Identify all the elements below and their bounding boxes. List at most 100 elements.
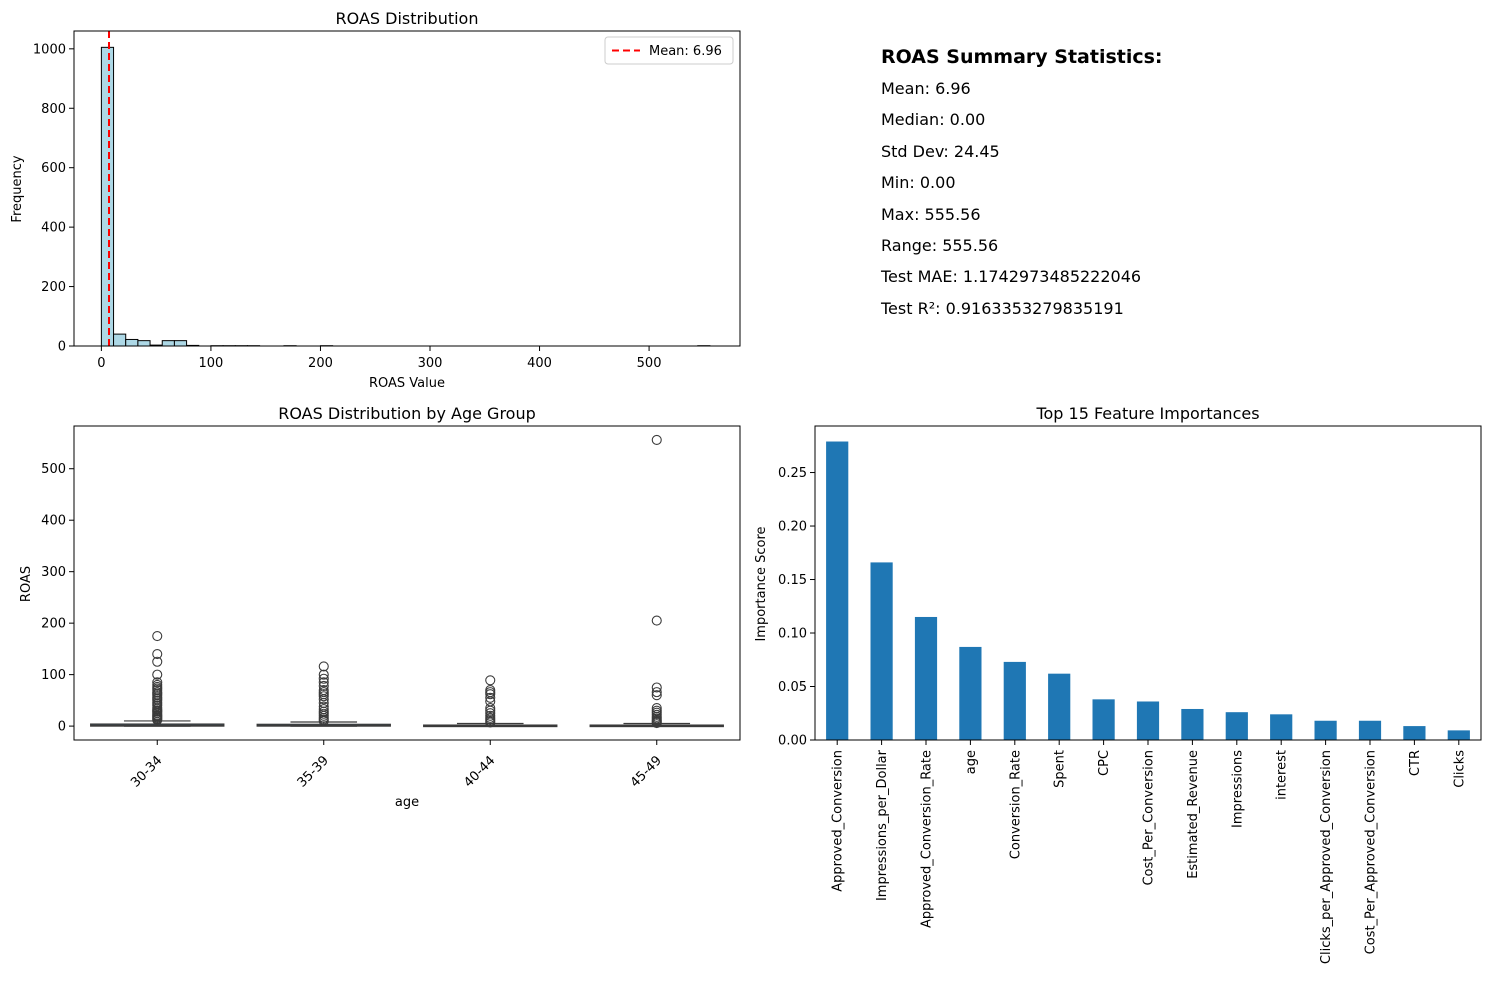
- x-tick-label: 300: [418, 356, 443, 371]
- y-tick-label: 0.00: [778, 734, 807, 749]
- y-tick-label: 200: [41, 617, 66, 632]
- y-tick-label: 500: [41, 462, 66, 477]
- outlier-point: [318, 669, 329, 680]
- boxplot-y-label: ROAS: [19, 566, 34, 602]
- outlier-point: [651, 687, 662, 698]
- summary-statistics: ROAS Summary Statistics: Mean: 6.96 Medi…: [881, 44, 1163, 326]
- importance-bar: [1003, 661, 1026, 740]
- summary-median: Median: 0.00: [881, 110, 986, 130]
- y-tick-label: 300: [41, 565, 66, 580]
- x-tick-label: 0: [97, 356, 105, 371]
- x-tick-label: 200: [308, 356, 333, 371]
- x-tick-label: Impressions_per_Dollar: [875, 749, 890, 901]
- x-tick-label: 400: [527, 356, 552, 371]
- histogram-legend: Mean: 6.96: [604, 36, 734, 65]
- summary-min: Min: 0.00: [881, 173, 956, 193]
- x-tick-label: age: [964, 750, 979, 774]
- importance-bar: [1092, 699, 1115, 740]
- boxplot-title: ROAS Distribution by Age Group: [278, 404, 536, 423]
- y-tick-label: 200: [41, 280, 66, 295]
- y-tick-label: 0.05: [778, 680, 807, 695]
- importance-panel: Top 15 Feature Importances Approved_Conv…: [754, 404, 1482, 964]
- legend-mean-label: Mean: 6.96: [649, 44, 722, 59]
- outlier-point: [651, 682, 662, 693]
- x-tick-label: Conversion_Rate: [1008, 750, 1023, 859]
- boxplot-axes-frame: [73, 425, 741, 741]
- outlier-point: [318, 685, 329, 696]
- summary-test-r2: Test R²: 0.9163353279835191: [881, 298, 1124, 318]
- histogram-bar: [125, 338, 139, 347]
- x-tick-label: Cost_Per_Approved_Conversion: [1364, 750, 1379, 954]
- outlier-point: [152, 679, 163, 690]
- importance-bar: [1270, 714, 1293, 740]
- outlier-point: [152, 656, 163, 667]
- x-tick-label: Impressions: [1230, 750, 1245, 828]
- outlier-point: [651, 434, 662, 445]
- x-tick-label: 500: [637, 356, 662, 371]
- x-tick-label: Clicks: [1452, 750, 1467, 788]
- summary-heading: ROAS Summary Statistics:: [881, 46, 1163, 68]
- outlier-point: [318, 680, 329, 692]
- y-tick-label: 400: [41, 221, 66, 236]
- outlier-point: [485, 687, 496, 698]
- importance-bar: [870, 562, 893, 740]
- outlier-point: [485, 703, 496, 714]
- importance-bar: [826, 441, 849, 740]
- histogram-panel: ROAS Distribution 0 100 200 300 400 500 0 200 4…: [10, 9, 741, 391]
- histogram-y-label: Frequency: [10, 155, 25, 222]
- x-tick-label: 30-34: [128, 753, 165, 790]
- boxplot-panel: ROAS Distribution by Age Group 30-34 35-3…: [19, 404, 741, 810]
- importance-bar: [1314, 720, 1337, 740]
- boxplot-y-ticks: 0 100 200 300 400 500: [41, 462, 74, 735]
- outlier-point: [152, 669, 163, 680]
- x-tick-label: Cost_Per_Conversion: [1142, 750, 1157, 886]
- outlier-point: [318, 701, 329, 712]
- importance-bar: [1048, 673, 1071, 740]
- outlier-point: [485, 708, 496, 719]
- boxplot-x-ticks: 30-34 35-39 40-44 45-49: [128, 740, 665, 791]
- x-tick-label: 40-44: [461, 753, 498, 790]
- outlier-point: [651, 703, 662, 714]
- x-tick-label: 45-49: [628, 753, 665, 790]
- outlier-point: [318, 661, 329, 672]
- y-tick-label: 0.15: [778, 573, 807, 588]
- outlier-point: [651, 615, 662, 626]
- y-tick-label: 0.25: [778, 466, 807, 481]
- histogram-bar: [161, 340, 175, 347]
- histogram-x-label: ROAS Value: [369, 376, 445, 391]
- outlier-point: [152, 677, 163, 688]
- importance-bar: [1136, 701, 1160, 740]
- histogram-title: ROAS Distribution: [336, 9, 479, 28]
- histogram-bar: [137, 340, 151, 347]
- outlier-point: [318, 704, 329, 715]
- importance-bar: [914, 616, 938, 740]
- histogram-bar: [113, 333, 127, 347]
- outlier-point: [485, 710, 496, 721]
- y-tick-label: 0: [58, 340, 66, 355]
- x-tick-label: CTR: [1408, 750, 1423, 776]
- summary-range: Range: 555.56: [881, 235, 999, 255]
- x-tick-label: interest: [1275, 750, 1290, 800]
- histogram-axes-frame: [73, 30, 741, 347]
- importance-bar: [1447, 730, 1470, 740]
- boxplot-x-label: age: [395, 795, 419, 810]
- x-tick-label: 100: [199, 356, 224, 371]
- y-tick-label: 0.10: [778, 627, 807, 642]
- x-tick-label: Estimated_Revenue: [1186, 750, 1201, 879]
- x-tick-label: 35-39: [295, 753, 332, 790]
- x-tick-label: Approved_Conversion: [831, 750, 846, 892]
- importance-bar: [1403, 726, 1426, 740]
- importance-title: Top 15 Feature Importances: [1035, 404, 1259, 423]
- outlier-point: [152, 630, 163, 642]
- outlier-point: [318, 677, 329, 688]
- outlier-point: [485, 692, 496, 703]
- y-tick-label: 0.20: [778, 520, 807, 535]
- y-tick-label: 1000: [33, 42, 66, 57]
- importance-x-ticks: Approved_Conversion Impressions_per_Dolla…: [831, 740, 1467, 964]
- histogram-bar: [173, 340, 188, 347]
- outlier-point: [152, 648, 163, 660]
- importance-bar: [1225, 712, 1248, 740]
- y-tick-label: 600: [41, 161, 66, 176]
- y-tick-label: 0: [58, 720, 66, 735]
